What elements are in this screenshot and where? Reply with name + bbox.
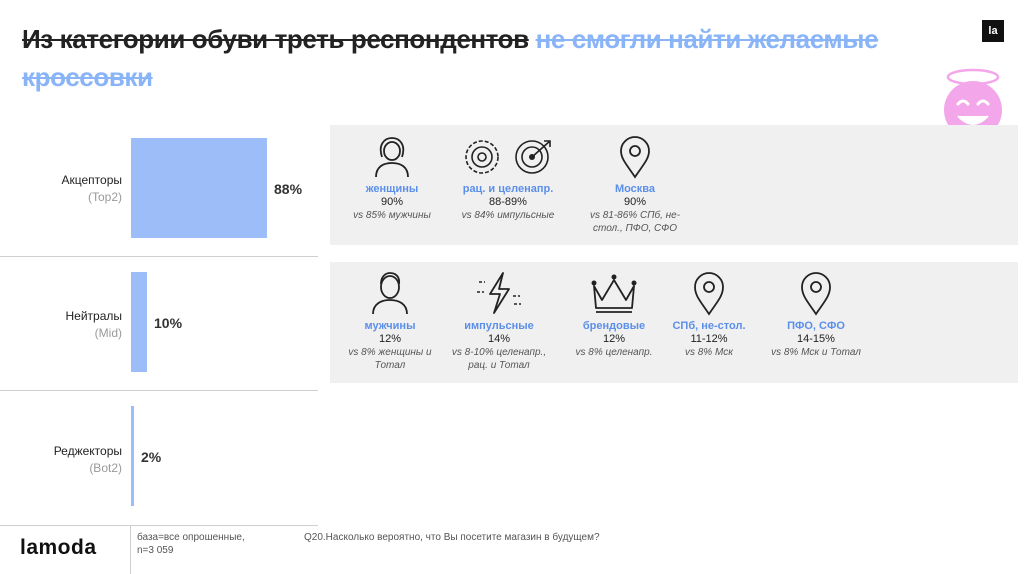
value-label-neutrals: 10% <box>154 315 183 331</box>
segment-impulsive: импульсные 14% vs 8-10% целенапр., рац. … <box>444 270 554 372</box>
smiley-halo-icon <box>944 68 1002 139</box>
man-icon <box>372 272 408 315</box>
segment-spb-nonstol: СПб, не-стол. 11-12% vs 8% Мск <box>664 270 754 359</box>
bar-neutrals <box>131 272 147 372</box>
segment-moscow: Москва 90% vs 81-86% СПб, не-стол., ПФО,… <box>578 135 692 235</box>
woman-icon <box>375 137 409 178</box>
footer-question: Q20.Насколько вероятно, что Вы посетите … <box>304 532 600 543</box>
lamoda-logo: lamoda <box>20 536 97 559</box>
location-pin-icon <box>620 136 650 179</box>
value-label-acceptors: 88% <box>274 181 303 197</box>
crown-icon <box>591 274 637 313</box>
bar-rejectors <box>131 406 134 506</box>
category-label-rejectors: Реджекторы (Bot2) <box>53 444 122 475</box>
lightning-icon <box>477 272 521 314</box>
divider-line <box>0 256 318 257</box>
divider-line <box>0 525 318 526</box>
footer-base-note: база=все опрошенные, n=3 059 <box>137 532 245 556</box>
title-black-part: Из категории обуви треть респондентов <box>22 24 529 54</box>
segment-panel-acceptors: женщины 90% vs 85% мужчины рац. и целена… <box>330 125 1018 245</box>
bar-chart: Акцепторы (Top2) Нейтралы (Mid) Реджекто… <box>0 0 330 574</box>
value-label-rejectors: 2% <box>141 449 162 465</box>
segment-women: женщины 90% vs 85% мужчины <box>340 135 444 222</box>
divider-line <box>130 525 131 574</box>
category-label-acceptors: Акцепторы (Top2) <box>61 173 123 204</box>
segment-panel-neutrals: мужчины 12% vs 8% женщины и Тотал импуль… <box>330 262 1018 383</box>
segment-brand: брендовые 12% vs 8% целенапр. <box>564 270 664 359</box>
location-pin-icon <box>801 272 831 316</box>
lamoda-badge-logo: la <box>982 20 1004 42</box>
location-pin-icon <box>694 272 724 316</box>
bar-acceptors <box>131 138 267 238</box>
segment-pfo-sfo: ПФО, СФО 14-15% vs 8% Мск и Тотал <box>756 270 876 359</box>
segment-men: мужчины 12% vs 8% женщины и Тотал <box>336 270 444 372</box>
category-label-neutrals: Нейтралы (Mid) <box>65 309 122 340</box>
rational-target-icon <box>465 140 551 174</box>
segment-rational: рац. и целенапр. 88-89% vs 84% импульсны… <box>448 135 568 222</box>
title-blue-part: не смогли найти желаемые кроссовки <box>22 24 879 92</box>
slide-title: Из категории обуви треть респондентов не… <box>22 20 882 96</box>
divider-line <box>0 390 318 391</box>
